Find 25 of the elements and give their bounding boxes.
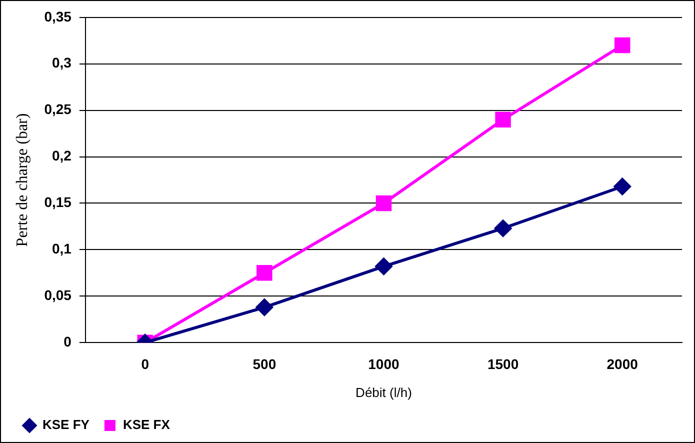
legend-label: KSE FY	[42, 417, 90, 432]
y-axis-title: Perte de charge (bar)	[14, 113, 31, 247]
x-tick-label: 1500	[487, 356, 519, 372]
point	[376, 195, 392, 212]
y-tick-label: 0,3	[52, 54, 72, 71]
y-tick-label: 0,15	[44, 194, 72, 210]
point	[614, 37, 630, 54]
y-tick-label: 0,25	[44, 101, 72, 118]
point	[494, 220, 512, 237]
point	[495, 112, 511, 128]
point	[375, 258, 392, 275]
x-tick-label: 1000	[368, 356, 400, 372]
y-tick-label: 0,35	[44, 8, 72, 24]
x-tick-label: 500	[252, 356, 276, 372]
point	[614, 178, 631, 196]
point	[256, 298, 273, 316]
x-tick-label: 2000	[606, 356, 638, 372]
y-tick-label: 0,05	[44, 287, 72, 303]
x-axis-title: Débit (l/h)	[356, 384, 412, 400]
y-tick-label: 0	[64, 333, 72, 350]
y-tick-label: 0,2	[52, 148, 72, 164]
x-tick-label: 0	[141, 356, 150, 372]
point	[256, 265, 272, 281]
legend-label: KSE FX	[122, 417, 170, 432]
y-tick-label: 0,1	[52, 240, 72, 257]
